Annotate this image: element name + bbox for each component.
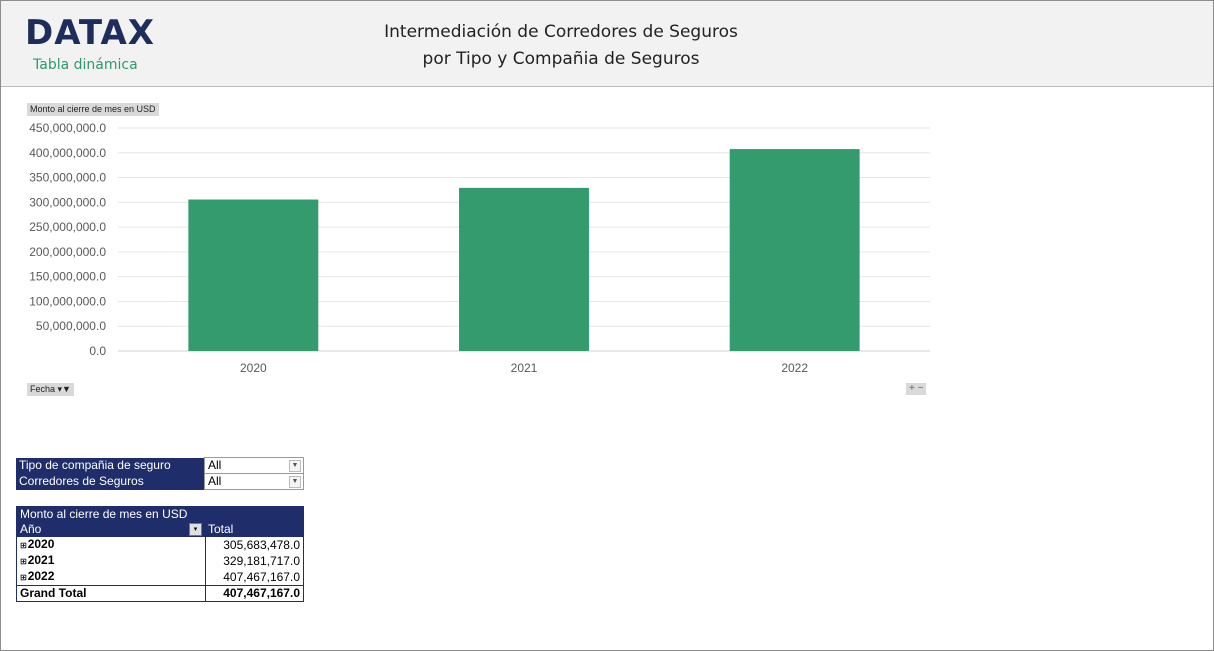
row-label: 2020 bbox=[27, 537, 55, 551]
filter-label: Tipo de compañia de seguro bbox=[16, 457, 205, 474]
y-tick-label: 200,000,000.0 bbox=[29, 245, 106, 259]
filter-dropdown-icon: ▾▼ bbox=[57, 384, 71, 394]
page-title: Intermediación de Corredores de Seguros … bbox=[341, 19, 781, 73]
bar bbox=[188, 199, 319, 351]
y-tick-label: 0.0 bbox=[89, 344, 106, 358]
dropdown-arrow-icon[interactable]: ▼ bbox=[289, 476, 301, 488]
y-tick-label: 350,000,000.0 bbox=[29, 171, 106, 185]
row-value: 407,467,167.0 bbox=[223, 569, 300, 584]
y-tick-label: 250,000,000.0 bbox=[29, 220, 106, 234]
grand-total-row: Grand Total 407,467,167.0 bbox=[16, 585, 304, 602]
table-row: ⊞2021 329,181,717.0 bbox=[16, 553, 304, 569]
filter-table: Tipo de compañia de seguro All ▼ Corredo… bbox=[16, 457, 304, 490]
y-tick-label: 450,000,000.0 bbox=[29, 121, 106, 135]
title-line-1: Intermediación de Corredores de Seguros bbox=[384, 22, 738, 42]
filter-dropdown-corredores[interactable]: All ▼ bbox=[204, 473, 304, 490]
filter-row-tipo: Tipo de compañia de seguro All ▼ bbox=[16, 457, 304, 474]
row-header-label: Año bbox=[20, 522, 42, 536]
y-tick-label: 50,000,000.0 bbox=[36, 319, 106, 333]
y-tick-label: 100,000,000.0 bbox=[29, 294, 106, 308]
row-label: 2021 bbox=[27, 553, 55, 567]
y-tick-label: 400,000,000.0 bbox=[29, 146, 106, 160]
bar bbox=[729, 149, 860, 351]
filter-value: All bbox=[208, 474, 222, 488]
table-row: ⊞2020 305,683,478.0 bbox=[16, 537, 304, 553]
row-value: 329,181,717.0 bbox=[223, 553, 300, 568]
axis-field-label: Fecha bbox=[30, 384, 56, 394]
datax-logo: DATAX bbox=[25, 13, 155, 53]
grand-total-label: Grand Total bbox=[16, 585, 206, 602]
pivot-empty-header bbox=[205, 507, 304, 523]
pivot-column-header-row: Año ▾ Total bbox=[16, 522, 304, 537]
row-value: 305,683,478.0 bbox=[223, 537, 300, 552]
x-tick-label: 2021 bbox=[511, 361, 538, 375]
dropdown-arrow-icon[interactable]: ▼ bbox=[289, 460, 301, 472]
header: DATAX Tabla dinámica Intermediación de C… bbox=[1, 1, 1213, 87]
expand-icon[interactable]: ⊞ bbox=[20, 541, 27, 550]
pivot-col-header: Total bbox=[208, 522, 234, 536]
x-tick-label: 2022 bbox=[781, 361, 808, 375]
bar bbox=[459, 187, 589, 351]
logo-subtitle: Tabla dinámica bbox=[33, 57, 138, 73]
expand-icon[interactable]: ⊞ bbox=[20, 557, 27, 566]
row-filter-icon[interactable]: ▾ bbox=[189, 523, 202, 536]
y-tick-label: 150,000,000.0 bbox=[29, 270, 106, 284]
filter-dropdown-tipo[interactable]: All ▼ bbox=[204, 457, 304, 474]
pivot-row-header: Año ▾ bbox=[17, 522, 206, 537]
axis-field-button[interactable]: Fecha ▾▼ bbox=[27, 383, 74, 396]
filter-label: Corredores de Seguros bbox=[16, 473, 205, 490]
pivot-table: Monto al cierre de mes en USD Año ▾ Tota… bbox=[16, 506, 304, 602]
y-tick-label: 300,000,000.0 bbox=[29, 195, 106, 209]
filter-row-corredores: Corredores de Seguros All ▼ bbox=[16, 473, 304, 490]
expand-icon[interactable]: ⊞ bbox=[20, 573, 27, 582]
zoom-buttons[interactable]: + − bbox=[906, 383, 927, 395]
row-label: 2022 bbox=[27, 569, 55, 583]
table-row: ⊞2022 407,467,167.0 bbox=[16, 569, 304, 586]
filter-value: All bbox=[208, 458, 222, 472]
row-label-cell: ⊞2020 bbox=[16, 537, 206, 553]
row-label-cell: ⊞2021 bbox=[16, 553, 206, 569]
value-field-button[interactable]: Monto al cierre de mes en USD bbox=[27, 103, 159, 116]
x-tick-label: 2020 bbox=[240, 361, 267, 375]
pivot-value-header: Monto al cierre de mes en USD bbox=[20, 507, 188, 521]
pivot-value-header-row: Monto al cierre de mes en USD bbox=[16, 506, 304, 523]
row-label-cell: ⊞2022 bbox=[16, 569, 206, 586]
title-line-2: por Tipo y Compañia de Seguros bbox=[422, 49, 700, 69]
grand-total-value: 407,467,167.0 bbox=[223, 586, 300, 600]
